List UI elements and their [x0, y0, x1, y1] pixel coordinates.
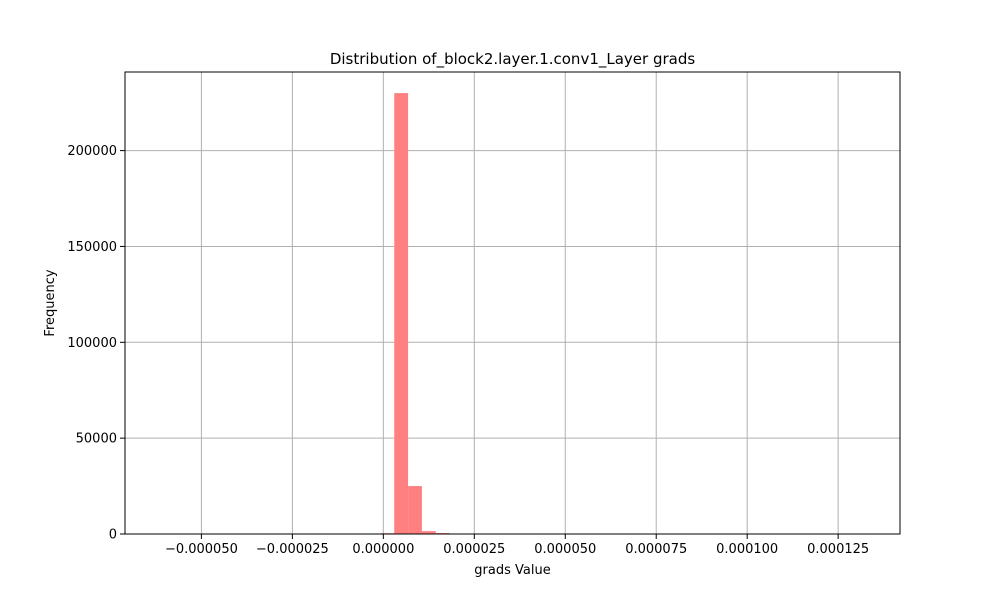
- plot-frame: [124, 71, 901, 535]
- x-tick-label: 0.000050: [534, 542, 596, 557]
- x-tick-label: 0.000075: [625, 542, 687, 557]
- x-tick-label: 0.000100: [716, 542, 778, 557]
- x-tick-label: 0.000125: [807, 542, 869, 557]
- y-tick-label: 150000: [67, 240, 117, 255]
- grid-lines: [125, 72, 900, 535]
- y-tick-label: 50000: [76, 432, 117, 447]
- y-tick-label: 200000: [67, 144, 117, 159]
- x-tick-label: −0.000025: [256, 542, 329, 557]
- chart-title: Distribution of_block2.layer.1.conv1_Lay…: [330, 50, 696, 69]
- x-axis-label: grads Value: [474, 563, 550, 578]
- x-tick-label: −0.000050: [165, 542, 238, 557]
- x-tick-label: 0.000025: [443, 542, 505, 557]
- y-axis-ticks: 0 50000 100000 150000 200000: [67, 144, 125, 543]
- histogram-bar: [394, 93, 409, 535]
- histogram-bars: [380, 93, 505, 535]
- histogram-bar: [421, 531, 436, 534]
- y-axis-label: Frequency: [43, 269, 58, 336]
- y-tick-label: 100000: [67, 336, 117, 351]
- histogram-bar: [408, 486, 422, 534]
- x-axis-ticks: −0.000050 −0.000025 0.000000 0.000025 0.0000…: [165, 534, 869, 557]
- x-tick-label: 0.000000: [352, 542, 414, 557]
- y-tick-label: 0: [109, 528, 117, 543]
